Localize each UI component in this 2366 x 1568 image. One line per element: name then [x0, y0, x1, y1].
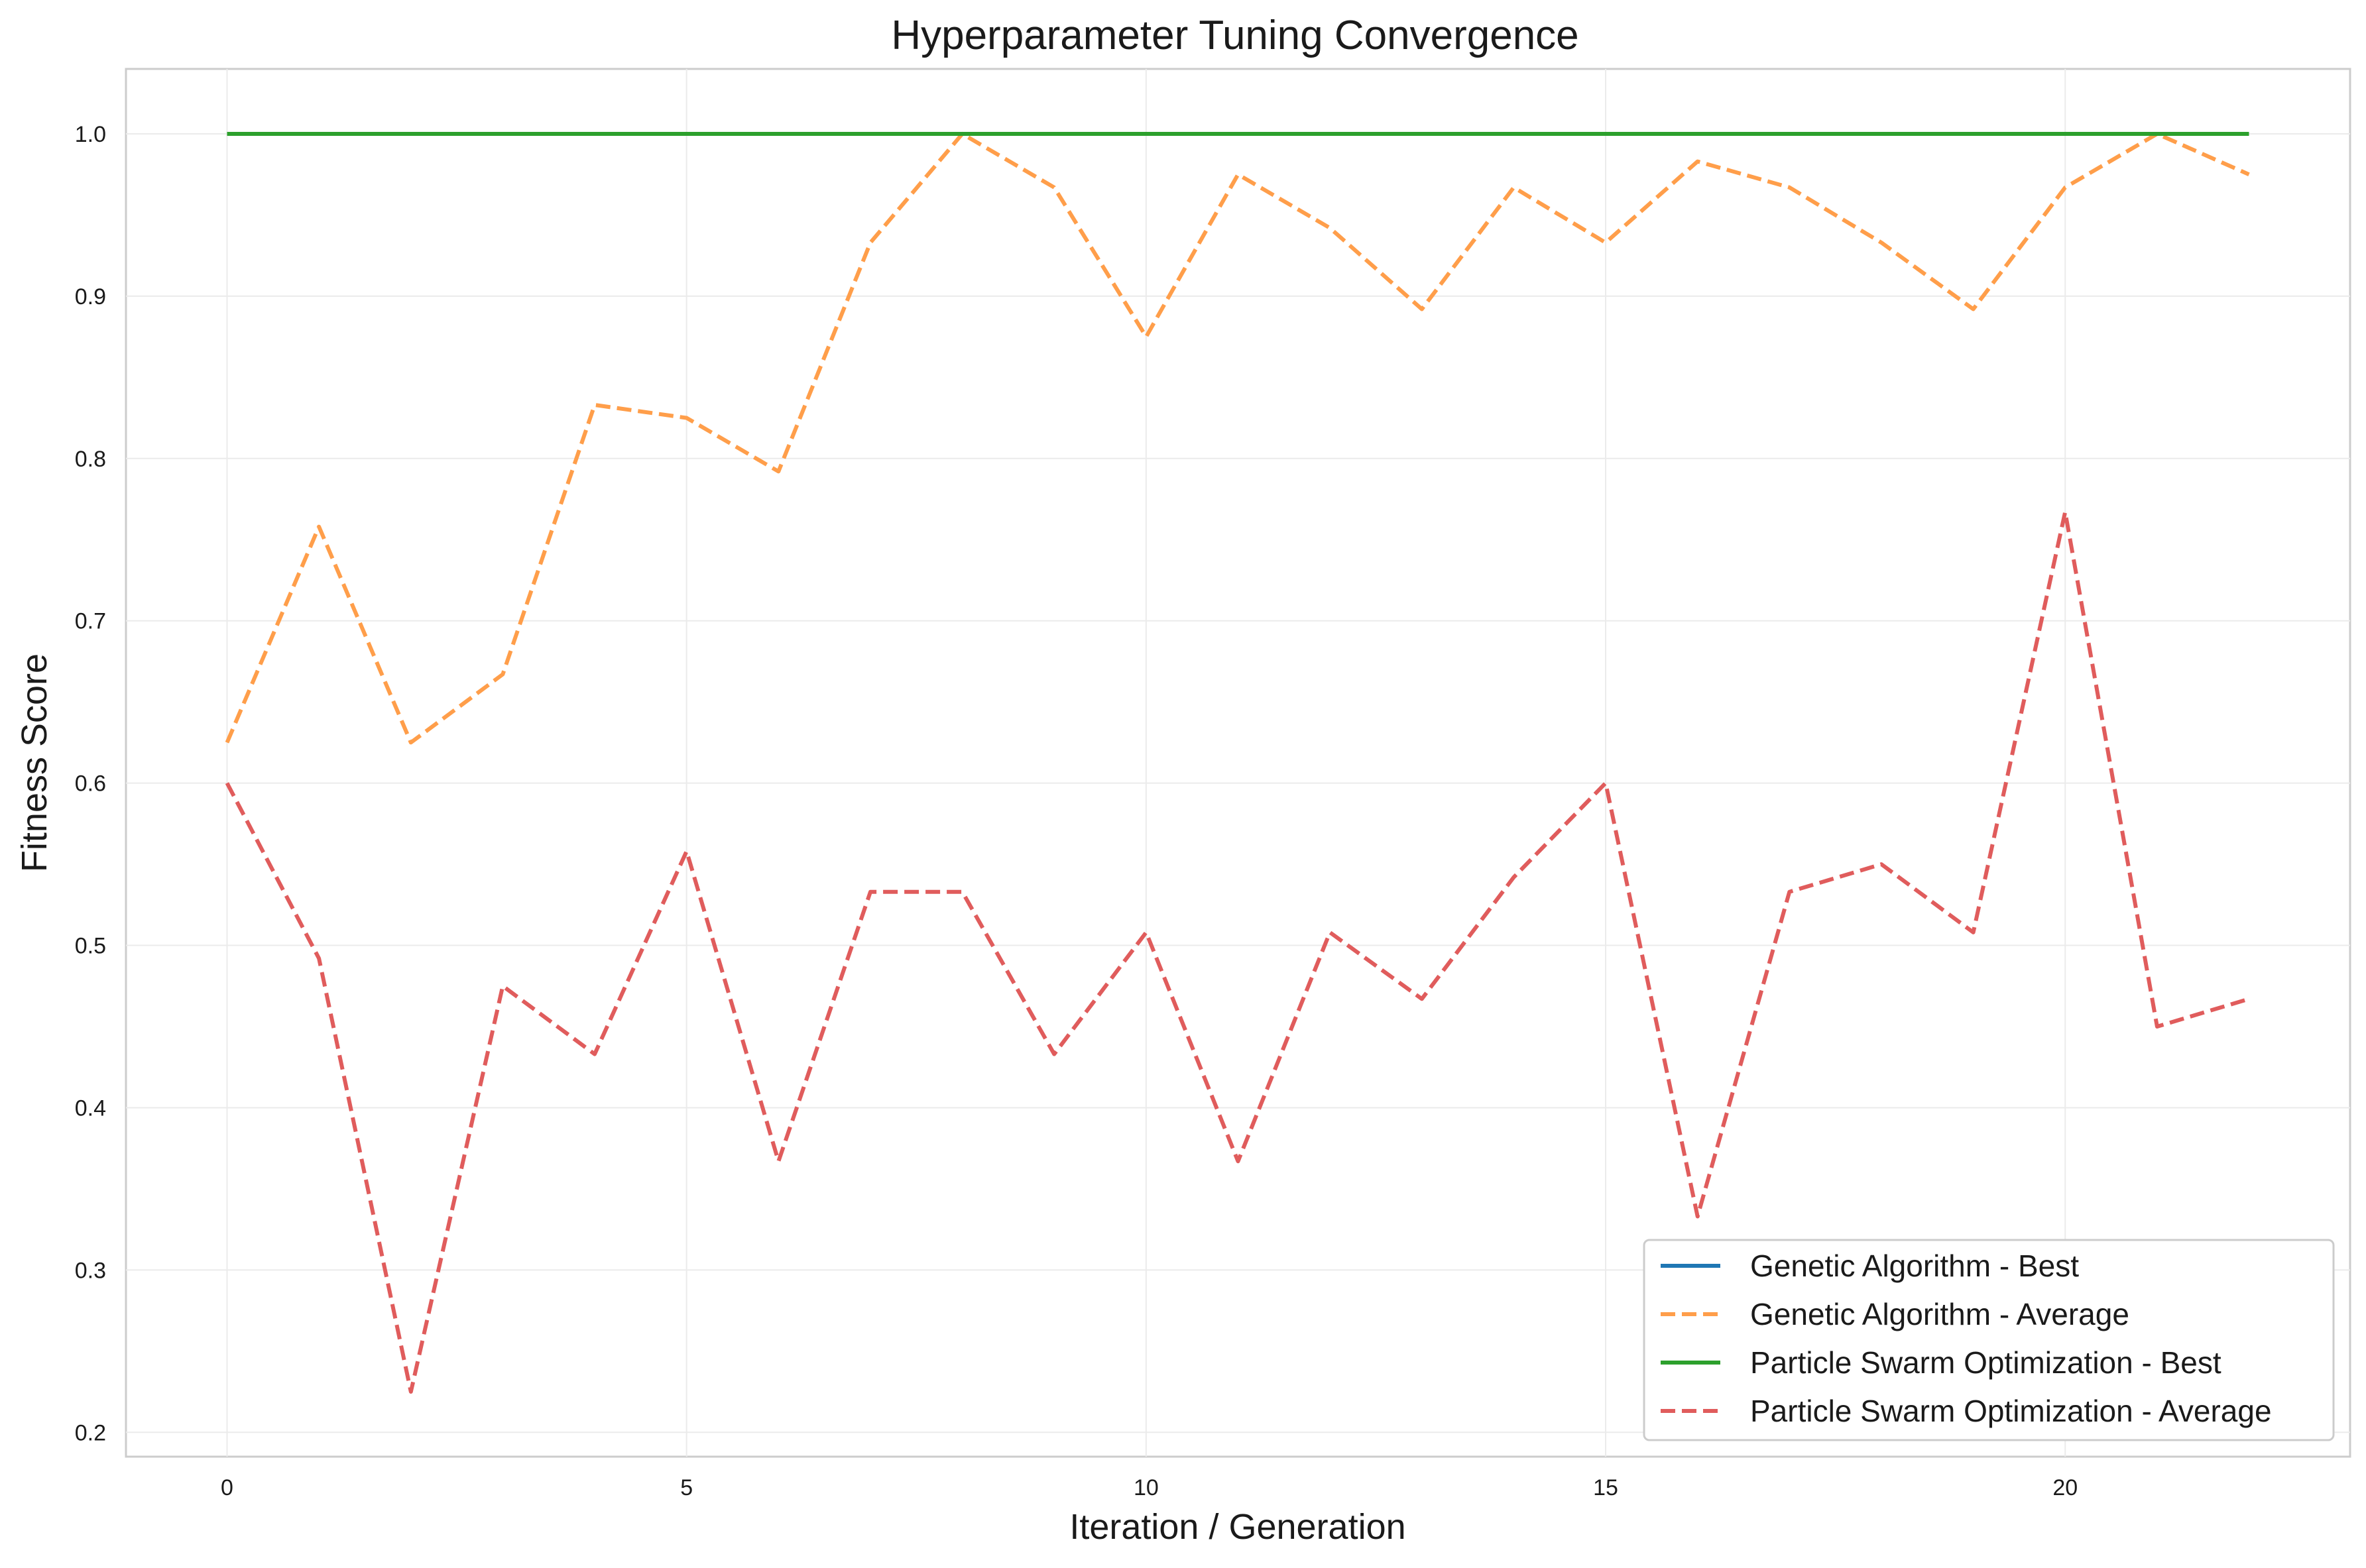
grid-lines: [126, 69, 2350, 1457]
y-tick-label: 0.2: [75, 1420, 106, 1445]
y-tick-label: 0.8: [75, 447, 106, 472]
legend-label: Genetic Algorithm - Best: [1750, 1249, 2079, 1283]
legend-label: Genetic Algorithm - Average: [1750, 1297, 2129, 1331]
series-line-2: [225, 132, 2250, 745]
x-axis-ticks: 0 5 10 15 20: [221, 1475, 2078, 1500]
y-axis-title: Fitness Score: [15, 653, 54, 872]
series-line-4: [225, 510, 2250, 1394]
y-tick-label: 1.0: [75, 122, 106, 147]
y-axis-ticks: 0.2 0.3 0.4 0.5 0.6 0.7 0.8 0.9 1.0: [75, 122, 106, 1445]
legend: Genetic Algorithm - Best Genetic Algorith…: [1643, 1239, 2335, 1441]
x-tick-label: 10: [1134, 1475, 1159, 1500]
y-tick-label: 0.6: [75, 771, 106, 797]
plot-frame: [125, 68, 2351, 1458]
y-tick-label: 0.9: [75, 284, 106, 309]
legend-label: Particle Swarm Optimization - Best: [1750, 1345, 2221, 1380]
y-tick-label: 0.7: [75, 609, 106, 634]
x-tick-label: 5: [680, 1475, 693, 1500]
legend-label: Particle Swarm Optimization - Average: [1750, 1394, 2272, 1428]
y-tick-label: 0.5: [75, 934, 106, 959]
x-axis-title: Iteration / Generation: [1069, 1507, 1405, 1547]
x-tick-label: 20: [2052, 1475, 2078, 1500]
y-tick-label: 0.4: [75, 1095, 106, 1121]
chart-title: Hyperparameter Tuning Convergence: [891, 13, 1578, 58]
series-lines: [225, 132, 2250, 1394]
x-tick-label: 15: [1593, 1475, 1618, 1500]
legend-box: [1643, 1239, 2335, 1441]
x-tick-label: 0: [221, 1475, 233, 1500]
plot-area: [125, 68, 2351, 1458]
y-tick-label: 0.3: [75, 1258, 106, 1283]
